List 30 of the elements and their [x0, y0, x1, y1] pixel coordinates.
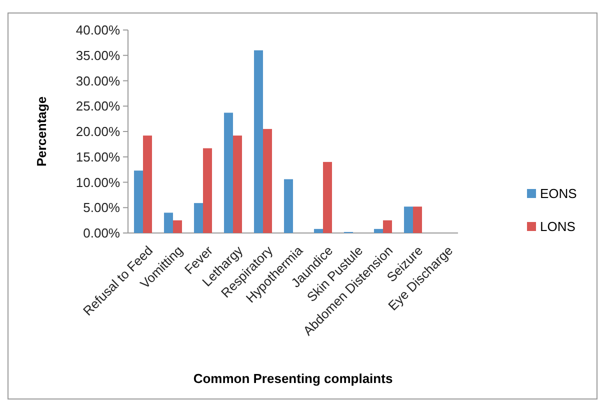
- bar: [314, 228, 323, 233]
- bar: [323, 162, 332, 233]
- bar: [284, 179, 293, 233]
- y-tick-label: 20.00%: [76, 124, 120, 140]
- bar: [263, 128, 272, 233]
- bar: [374, 228, 383, 233]
- bar: [383, 220, 392, 233]
- bar: [224, 112, 233, 233]
- legend-label: EONS: [540, 186, 578, 202]
- y-tick-label: 10.00%: [76, 174, 120, 190]
- y-axis-title: Percentage: [34, 96, 49, 167]
- y-tick-label: 15.00%: [76, 149, 120, 164]
- y-tick-label: 0.00%: [83, 226, 120, 241]
- y-tick-label: 30.00%: [76, 73, 120, 88]
- y-tick-label: 35.00%: [76, 48, 120, 63]
- y-tick-label: 5.00%: [83, 200, 120, 216]
- bar: [173, 220, 182, 233]
- bar: [413, 206, 422, 233]
- bar: [203, 148, 212, 233]
- bar: [404, 206, 413, 233]
- bar: [233, 136, 242, 233]
- bar: [194, 203, 203, 233]
- bar: [134, 170, 143, 233]
- bar: [254, 50, 263, 233]
- y-tick-label: 25.00%: [76, 98, 120, 114]
- x-axis-title: Common Presenting complaints: [193, 371, 393, 386]
- bar: [164, 212, 173, 233]
- y-tick-label: 40.00%: [76, 22, 120, 38]
- legend-label: LONS: [540, 219, 576, 234]
- bar: [143, 136, 152, 233]
